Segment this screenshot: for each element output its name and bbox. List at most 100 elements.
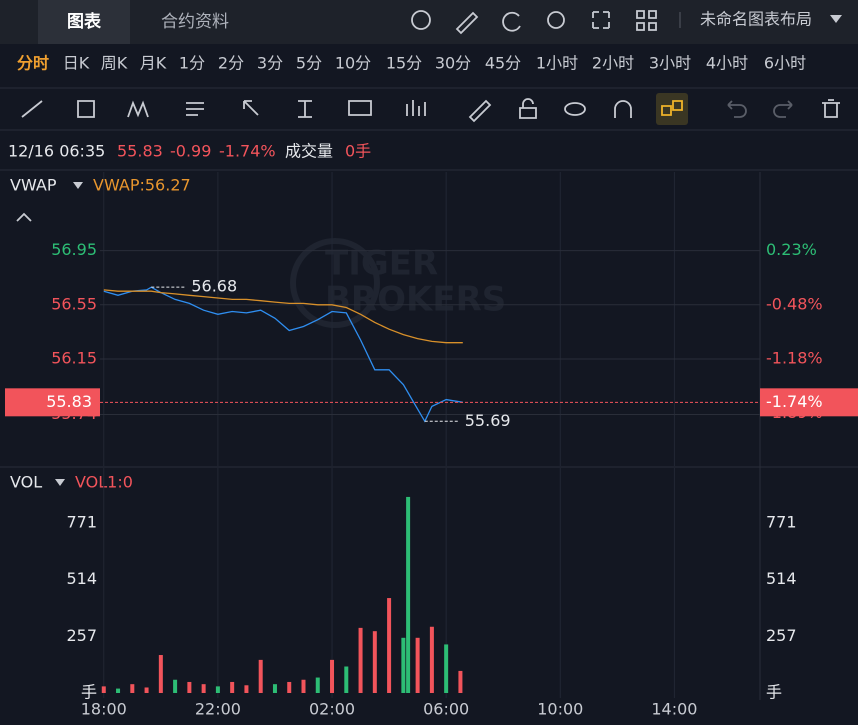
quote-info: 12/16 06:35 55.83 -0.99 -1.74% 成交量 0手	[8, 142, 371, 161]
volume-bar	[344, 666, 349, 693]
y2-tick-label: 257	[766, 626, 797, 645]
interval[interactable]: 分时	[17, 54, 49, 73]
active-tab-bg	[38, 0, 130, 44]
volume-bar	[101, 686, 106, 693]
volume-bar	[258, 659, 263, 693]
price-tag	[760, 388, 858, 417]
y2-tick-label: 手	[766, 683, 782, 702]
vwap-line	[103, 289, 463, 344]
interval[interactable]: 月K	[140, 54, 167, 73]
tool-line[interactable]	[21, 100, 43, 118]
interval[interactable]: 6小时	[764, 54, 806, 73]
interval[interactable]: 15分	[386, 54, 422, 73]
x-tick-label: 02:00	[309, 700, 355, 719]
quote-time: 12/16 06:35	[8, 142, 105, 161]
tool-active-bg	[656, 93, 688, 125]
tab[interactable]: 合约资料	[161, 12, 229, 32]
tool-redo[interactable]	[773, 100, 793, 118]
volume-bar	[401, 637, 406, 693]
tool-text[interactable]	[348, 100, 372, 116]
volume-value: 0手	[345, 142, 371, 161]
y2-tick-label: -0.48%	[766, 295, 823, 314]
tool-fib[interactable]	[186, 102, 204, 116]
layout-name[interactable]: 未命名图表布局	[700, 10, 812, 29]
quote-price: 55.83	[117, 142, 163, 161]
interval[interactable]: 45分	[485, 54, 521, 73]
top-icons	[411, 10, 681, 35]
icon-settings[interactable]	[547, 11, 565, 29]
tool-eye[interactable]	[564, 102, 586, 116]
volume-bar	[130, 684, 135, 693]
y2-tick-label: 514	[766, 569, 797, 588]
icon-speed[interactable]	[411, 10, 431, 30]
y-tick-label: 56.55	[51, 294, 97, 313]
tool-measure[interactable]	[298, 100, 312, 118]
interval[interactable]: 日K	[63, 54, 90, 73]
x-tick-label: 06:00	[423, 700, 469, 719]
quote-change-pct: -1.74%	[219, 142, 276, 161]
tab[interactable]: 图表	[67, 11, 102, 32]
volume-bar	[406, 496, 411, 693]
y-tick-label: 257	[66, 626, 97, 645]
icon-layout[interactable]	[636, 10, 657, 31]
volume-bar	[215, 686, 220, 693]
y-tick-label: 56.15	[51, 348, 97, 367]
interval[interactable]: 周K	[101, 54, 128, 73]
interval[interactable]: 1分	[179, 54, 205, 73]
volume-bar	[415, 637, 420, 693]
price-tag-label: 55.83	[46, 392, 92, 411]
y2-tick-label: 0.23%	[766, 240, 817, 259]
icon-refresh[interactable]	[502, 11, 521, 32]
tool-arrow[interactable]	[243, 100, 259, 116]
volume-bar	[301, 679, 306, 693]
indicator-title[interactable]: VOL	[10, 473, 42, 492]
drawing-toolbar	[21, 93, 840, 125]
volume-bar	[444, 644, 449, 693]
quote-change: -0.99	[170, 142, 211, 161]
volume-bar	[244, 685, 249, 693]
interval[interactable]: 4小时	[706, 54, 748, 73]
indicator-title[interactable]: VWAP	[10, 176, 57, 195]
collapse[interactable]	[16, 212, 32, 222]
interval[interactable]: 2分	[218, 54, 244, 73]
dropdown-arrow[interactable]	[55, 479, 65, 486]
interval[interactable]: 3小时	[649, 54, 691, 73]
y2-tick-label: 771	[766, 512, 797, 531]
interval[interactable]: 30分	[435, 54, 471, 73]
tool-magnet[interactable]	[614, 100, 632, 118]
tool-undo[interactable]	[727, 100, 747, 118]
tool-candle[interactable]	[406, 100, 426, 116]
x-tick-label: 18:00	[81, 700, 127, 719]
watermark: BROKERS	[325, 280, 506, 320]
interval-bar: 分时 日K 周K 月K 1分 2分 3分 5分 10分 15分 30分 45分 1小时 2小时 3小时 4小时…	[17, 54, 806, 73]
icon-fullscreen[interactable]	[592, 11, 610, 29]
volume-bar	[173, 679, 178, 693]
volume-bar	[144, 687, 149, 693]
extreme-label: 56.68	[191, 277, 237, 296]
dropdown-arrow[interactable]	[73, 182, 83, 189]
icon-edit[interactable]	[455, 11, 479, 35]
interval[interactable]: 1小时	[536, 54, 578, 73]
tool-pen[interactable]	[468, 99, 492, 123]
y-tick-label: 771	[66, 512, 97, 531]
interval[interactable]: 3分	[257, 54, 283, 73]
interval[interactable]: 10分	[335, 54, 371, 73]
tool-link[interactable]	[661, 100, 683, 116]
volume-bar	[330, 659, 335, 693]
interval[interactable]: 2小时	[592, 54, 634, 73]
volume-bar	[272, 684, 277, 693]
tool-rect[interactable]	[77, 100, 95, 118]
volume-bar	[287, 681, 292, 693]
volume-bar	[372, 631, 377, 693]
volume-bar	[187, 681, 192, 693]
tool-wave[interactable]	[127, 100, 149, 118]
volume-bar	[158, 655, 163, 693]
watermark-logo	[290, 238, 380, 328]
tool-delete[interactable]	[822, 99, 840, 118]
dropdown-arrow[interactable]	[830, 15, 842, 23]
tool-lock[interactable]	[519, 98, 537, 119]
y2-tick-label: -1.18%	[766, 349, 823, 368]
volume-bar	[315, 677, 320, 693]
volume-bar	[201, 684, 206, 693]
interval[interactable]: 5分	[296, 54, 322, 73]
